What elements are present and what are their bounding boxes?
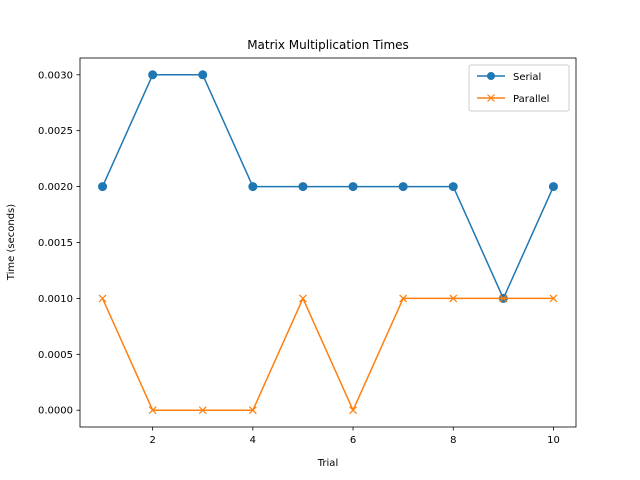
data-point-parallel: [198, 406, 207, 415]
data-point-parallel: [299, 294, 307, 303]
data-point-serial: [298, 182, 308, 192]
legend-marker-serial: [487, 72, 495, 80]
data-point-parallel: [449, 294, 458, 303]
data-point-serial: [98, 182, 108, 192]
x-tick-label: 6: [350, 435, 356, 446]
data-point-serial: [198, 70, 208, 80]
legend: Serial Parallel: [468, 64, 570, 112]
legend-label-parallel: Parallel: [513, 94, 549, 105]
y-tick-label: 0.0000: [38, 406, 73, 417]
data-point-parallel: [399, 294, 408, 303]
y-axis-title: Time (seconds): [6, 204, 17, 281]
series-line-serial: [101, 74, 555, 300]
data-point-serial: [398, 182, 408, 192]
series-line-parallel: [101, 297, 554, 411]
y-tick-label: 0.0025: [38, 126, 73, 137]
legend-marker-parallel: [487, 94, 495, 102]
data-point-parallel: [349, 406, 357, 415]
x-tick-label: 4: [250, 435, 256, 446]
data-point-serial: [448, 182, 458, 192]
y-tick-label: 0.0010: [38, 294, 73, 305]
plot-area: [98, 70, 558, 415]
x-tick-label: 10: [547, 435, 560, 446]
x-axis-title: Trial: [317, 458, 338, 469]
data-point-parallel: [148, 406, 157, 415]
y-tick-label: 0.0015: [38, 238, 73, 249]
legend-label-serial: Serial: [513, 72, 541, 83]
data-point-serial: [348, 182, 358, 192]
x-tick-label: 2: [149, 435, 155, 446]
data-point-serial: [148, 70, 158, 80]
y-tick-label: 0.0030: [38, 70, 73, 81]
y-tick-label: 0.0020: [38, 182, 73, 193]
data-point-serial: [248, 182, 258, 192]
y-tick-label: 0.0005: [38, 350, 73, 361]
axes: 2 4 6 8 10 0.0000 0.0005 0.0010 0.0015 0.0020 0.00…: [38, 57, 577, 446]
data-point-parallel: [549, 294, 558, 303]
data-point-parallel: [248, 406, 257, 415]
data-point-serial: [548, 182, 558, 192]
data-point-parallel: [98, 294, 107, 303]
x-tick-label: 8: [450, 435, 456, 446]
data-point-parallel: [499, 294, 508, 303]
chart-title: Matrix Multiplication Times: [247, 38, 409, 52]
